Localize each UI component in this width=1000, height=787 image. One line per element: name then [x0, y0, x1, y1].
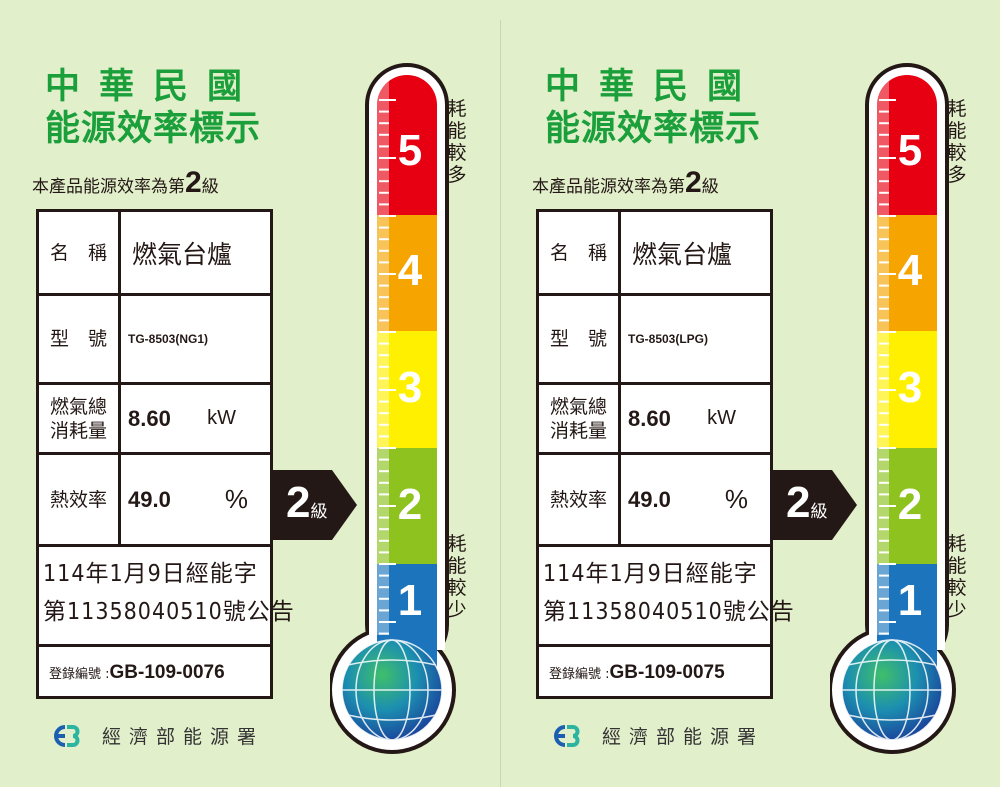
announcement: 114年1月9日經能字 第11358040510號公告 — [39, 547, 295, 647]
announcement-line1: 114年1月9日經能字 — [43, 561, 258, 587]
name-value: 燃氣台爐 — [632, 239, 733, 269]
thermometer: 5 4 3 2 1 — [330, 63, 456, 754]
agency-name: 經濟部能源署 — [102, 726, 265, 748]
spec-table: 名 稱 燃氣台爐 型 號 TG-8503(NG1) 燃氣總消耗量 8.60 kW … — [36, 209, 295, 699]
efficiency-cell: 49.0% — [624, 455, 770, 544]
grade-suffix: 級 — [701, 177, 719, 197]
row-efficiency: 熱效率 49.0% — [539, 455, 770, 547]
registration-label: 登錄編號 : — [549, 667, 610, 682]
gas-cell: 8.60 kW — [624, 385, 770, 452]
level-5-label: 5 — [898, 126, 922, 175]
gas-value: 8.60 — [128, 405, 171, 431]
gas-label: 燃氣總消耗量 — [39, 385, 121, 452]
gas-value: 8.60 — [628, 405, 671, 431]
registration-number: GB-109-0075 — [609, 662, 725, 683]
efficiency-cell: 49.0% — [124, 455, 270, 544]
registration-label: 登錄編號 : — [49, 667, 110, 682]
arrow-shape — [772, 470, 857, 540]
energy-label: 中華民國 能源效率標示 本產品能源效率為第2級 名 稱 燃氣台爐 型 號 TG-… — [500, 0, 1000, 787]
grade-arrow: 2級 — [772, 470, 857, 540]
announcement: 114年1月9日經能字 第11358040510號公告 — [539, 547, 795, 647]
grade-suffix: 級 — [201, 177, 219, 197]
announcement-line2: 第11358040510號公告 — [543, 599, 795, 625]
model-value: TG-8503(LPG) — [628, 332, 709, 346]
level-3-label: 3 — [898, 363, 922, 412]
level-2-label: 2 — [398, 480, 422, 529]
grade-number: 2 — [685, 166, 702, 199]
announcement-line2: 第11358040510號公告 — [43, 599, 295, 625]
model-value: TG-8503(NG1) — [128, 332, 209, 346]
registration: 登錄編號 :GB-109-0075 — [549, 662, 725, 684]
grade-statement: 本產品能源效率為第2級 — [32, 166, 219, 200]
row-model: 型 號 TG-8503(LPG) — [539, 296, 770, 385]
label-divider — [500, 20, 501, 787]
title-line2: 能源效率標示 — [45, 109, 262, 149]
agency-name: 經濟部能源署 — [602, 726, 765, 748]
name-label: 名 稱 — [39, 212, 121, 293]
efficiency-unit: % — [724, 484, 748, 514]
more-energy-label: 耗能較多 — [947, 98, 967, 186]
grade-arrow: 2級 — [272, 470, 357, 540]
title-line1: 中華民國 — [545, 67, 762, 107]
level-1-label: 1 — [398, 576, 422, 625]
level-1-label: 1 — [898, 576, 922, 625]
row-name: 名 稱 燃氣台爐 — [539, 212, 770, 296]
spec-table: 名 稱 燃氣台爐 型 號 TG-8503(LPG) 燃氣總消耗量 8.60 kW … — [536, 209, 795, 699]
grade-statement: 本產品能源效率為第2級 — [532, 166, 719, 200]
row-gas: 燃氣總消耗量 8.60 kW — [539, 385, 770, 455]
eb-logo-icon — [54, 724, 80, 747]
title-line1: 中華民國 — [45, 67, 262, 107]
name-label: 名 稱 — [539, 212, 621, 293]
row-name: 名 稱 燃氣台爐 — [39, 212, 270, 296]
arrow-grade: 2級 — [786, 478, 828, 527]
registration-number: GB-109-0076 — [109, 662, 225, 683]
efficiency-value: 49.0 — [128, 486, 171, 512]
gas-unit: kW — [207, 407, 236, 429]
gas-unit: kW — [707, 407, 736, 429]
model-label: 型 號 — [39, 296, 121, 382]
grade-prefix: 本產品能源效率為第 — [32, 177, 185, 197]
level-2-label: 2 — [898, 480, 922, 529]
name-value: 燃氣台爐 — [132, 239, 233, 269]
efficiency-label: 熱效率 — [539, 455, 621, 544]
agency-footer: 經濟部能源署 — [52, 722, 264, 749]
less-energy-label: 耗能較少 — [447, 533, 467, 621]
arrow-shape — [272, 470, 357, 540]
level-4-label: 4 — [398, 246, 423, 295]
globe-icon — [341, 639, 443, 741]
level-5-label: 5 — [398, 126, 422, 175]
gas-cell: 8.60 kW — [124, 385, 270, 452]
energy-label: 中華民國 能源效率標示 本產品能源效率為第2級 名 稱 燃氣台爐 型 號 TG-… — [32, 63, 467, 754]
less-energy-label: 耗能較少 — [947, 533, 967, 621]
thermometer: 5 4 3 2 1 — [830, 63, 956, 754]
grade-number: 2 — [185, 166, 202, 199]
model-label: 型 號 — [539, 296, 621, 382]
eb-logo-icon — [554, 724, 580, 747]
arrow-grade: 2級 — [286, 478, 328, 527]
row-model: 型 號 TG-8503(NG1) — [39, 296, 270, 385]
grade-prefix: 本產品能源效率為第 — [532, 177, 685, 197]
globe-icon — [841, 639, 943, 741]
efficiency-unit: % — [224, 484, 248, 514]
row-efficiency: 熱效率 49.0% — [39, 455, 270, 547]
level-4-label: 4 — [898, 246, 923, 295]
announcement-line1: 114年1月9日經能字 — [543, 561, 758, 587]
level-5-segment — [877, 75, 937, 215]
level-3-label: 3 — [398, 363, 422, 412]
efficiency-value: 49.0 — [628, 486, 671, 512]
level-5-segment — [377, 75, 437, 215]
efficiency-label: 熱效率 — [39, 455, 121, 544]
row-gas: 燃氣總消耗量 8.60 kW — [39, 385, 270, 455]
registration: 登錄編號 :GB-109-0076 — [49, 662, 225, 684]
agency-footer: 經濟部能源署 — [552, 722, 764, 749]
more-energy-label: 耗能較多 — [447, 98, 467, 186]
title-line2: 能源效率標示 — [545, 109, 762, 149]
gas-label: 燃氣總消耗量 — [539, 385, 621, 452]
